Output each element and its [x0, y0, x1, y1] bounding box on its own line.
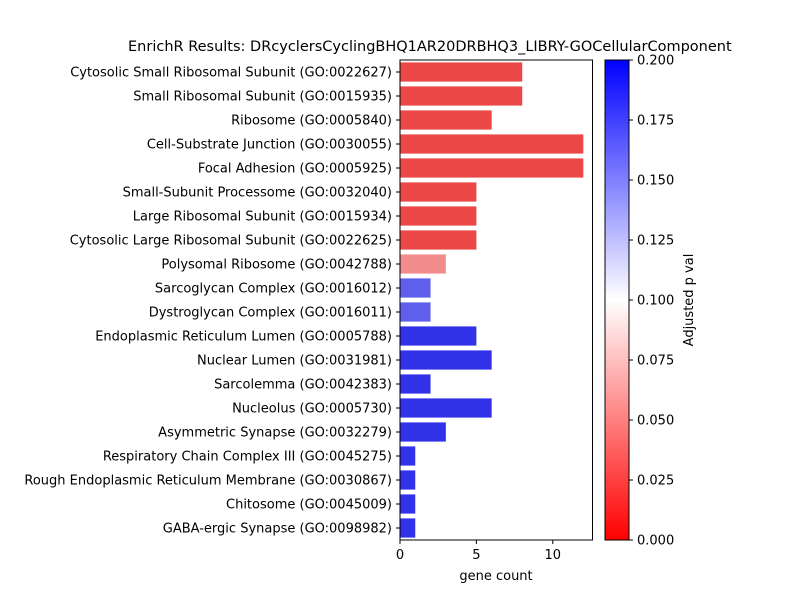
- y-tick-label: Small Ribosomal Subunit (GO:0015935): [133, 90, 392, 105]
- colorbar-tick-label: 0.000: [637, 534, 674, 549]
- bar: [400, 302, 431, 322]
- y-tick-label: Asymmetric Synapse (GO:0032279): [158, 426, 392, 441]
- bar: [400, 134, 584, 154]
- y-tick-label: Cell-Substrate Junction (GO:0030055): [147, 138, 392, 153]
- y-tick-label: Nucleolus (GO:0005730): [232, 402, 392, 417]
- bar: [400, 230, 477, 250]
- bar: [400, 62, 523, 82]
- chart-title: EnrichR Results: DRcyclersCyclingBHQ1AR2…: [128, 39, 732, 55]
- bar: [400, 494, 416, 514]
- bar: [400, 278, 431, 298]
- y-tick-label: Sarcolemma (GO:0042383): [214, 378, 392, 393]
- bar: [400, 326, 477, 346]
- y-tick-label: Focal Adhesion (GO:0005925): [198, 162, 392, 177]
- y-tick-label: Endoplasmic Reticulum Lumen (GO:0005788): [95, 330, 392, 345]
- colorbar-tick-label: 0.100: [637, 294, 674, 309]
- bar: [400, 158, 584, 178]
- x-tick-label: 0: [396, 548, 404, 563]
- bar: [400, 518, 416, 538]
- bar: [400, 86, 523, 106]
- bar: [400, 470, 416, 490]
- y-tick-label: Sarcoglycan Complex (GO:0016012): [155, 282, 392, 297]
- colorbar-tick-label: 0.050: [637, 414, 674, 429]
- bars-group: [400, 62, 584, 538]
- y-tick-label: Cytosolic Large Ribosomal Subunit (GO:00…: [70, 234, 392, 249]
- y-tick-label: GABA-ergic Synapse (GO:0098982): [163, 522, 392, 537]
- colorbar-tick-label: 0.175: [637, 114, 674, 129]
- y-tick-label: Ribosome (GO:0005840): [231, 114, 392, 129]
- bar: [400, 350, 492, 370]
- y-tick-label: Large Ribosomal Subunit (GO:0015934): [133, 210, 392, 225]
- bar: [400, 254, 446, 274]
- colorbar-ticks: 0.000 0.025 0.050 0.075 0.100 0.125 0.150 0.175…: [629, 54, 674, 549]
- bar: [400, 398, 492, 418]
- y-tick-label: Nuclear Lumen (GO:0031981): [197, 354, 392, 369]
- x-tick-label: 10: [545, 548, 562, 563]
- colorbar-tick-label: 0.150: [637, 174, 674, 189]
- y-tick-label: Chitosome (GO:0045009): [226, 498, 392, 513]
- bar: [400, 446, 416, 466]
- y-tick-label: Polysomal Ribosome (GO:0042788): [161, 258, 392, 273]
- x-tick-label: 5: [472, 548, 480, 563]
- y-tick-label: Rough Endoplasmic Reticulum Membrane (GO…: [24, 474, 392, 489]
- colorbar-label: Adjusted p val: [682, 254, 697, 347]
- colorbar-tick-label: 0.075: [637, 354, 674, 369]
- bar: [400, 422, 446, 442]
- colorbar-tick-label: 0.125: [637, 234, 674, 249]
- y-tick-labels: Cytosolic Small Ribosomal Subunit (GO:00…: [24, 66, 400, 537]
- x-axis: 0 5 10: [396, 540, 561, 563]
- x-axis-label: gene count: [459, 569, 532, 584]
- bar: [400, 110, 492, 130]
- y-tick-label: Cytosolic Small Ribosomal Subunit (GO:00…: [70, 66, 392, 81]
- y-tick-label: Small-Subunit Processome (GO:0032040): [123, 186, 392, 201]
- colorbar-tick-label: 0.025: [637, 474, 674, 489]
- colorbar-tick-label: 0.200: [637, 54, 674, 69]
- bar: [400, 374, 431, 394]
- bar: [400, 206, 477, 226]
- y-tick-label: Respiratory Chain Complex III (GO:004527…: [103, 450, 392, 465]
- y-tick-label: Dystroglycan Complex (GO:0016011): [149, 306, 392, 321]
- bar: [400, 182, 477, 202]
- colorbar: [604, 59, 630, 541]
- plot-frame: [399, 59, 593, 541]
